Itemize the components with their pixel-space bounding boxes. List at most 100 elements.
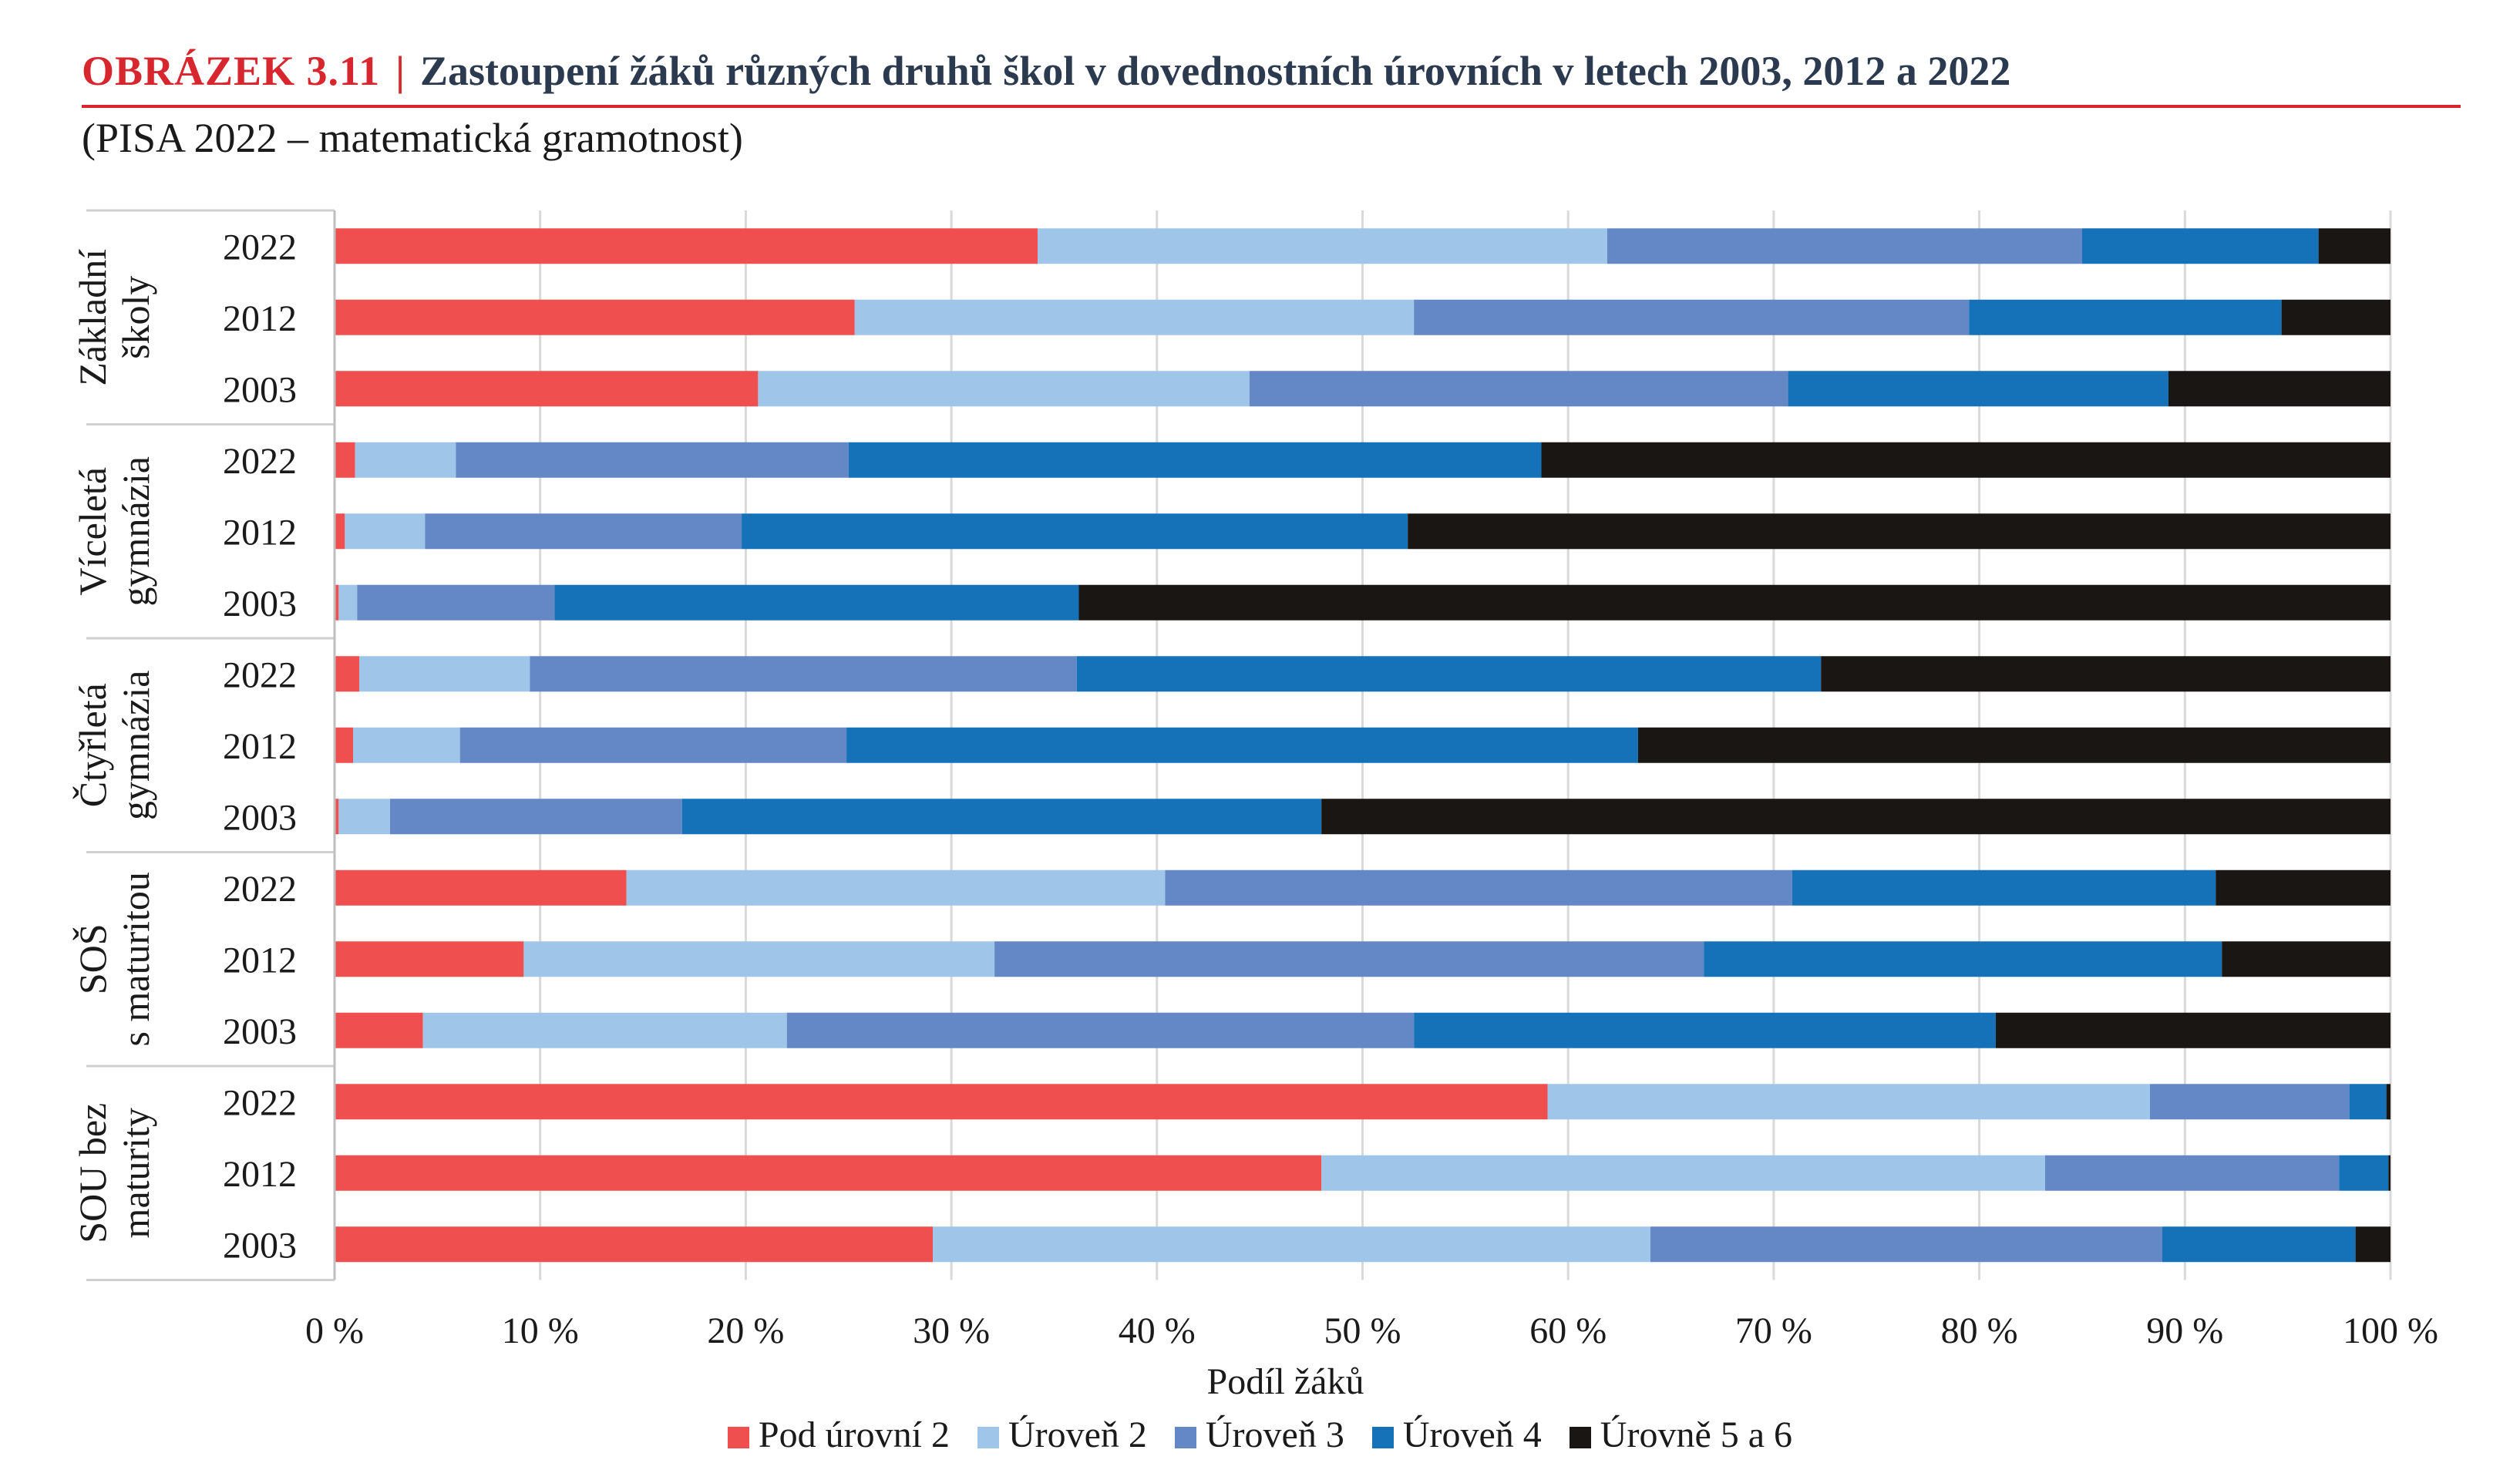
bar-segment xyxy=(335,371,759,407)
year-tick-label: 2003 xyxy=(223,1225,297,1266)
legend-label: Pod úrovní 2 xyxy=(758,1414,950,1456)
bar-segment xyxy=(681,799,1322,835)
bar-segment xyxy=(1704,941,2222,977)
figure-subtitle: (PISA 2022 – matematická gramotnost) xyxy=(82,115,743,161)
figure-title: Zastoupení žáků různých druhů škol v dov… xyxy=(419,48,2011,94)
x-tick-label: 90 % xyxy=(2146,1310,2223,1351)
bar-segment xyxy=(1995,1012,2390,1048)
bar-segment xyxy=(335,727,354,763)
bar-segment xyxy=(1541,442,2390,478)
year-tick-label: 2012 xyxy=(223,940,297,980)
bar-segment xyxy=(2216,870,2390,906)
figure-label: OBRÁZEK 3.11 xyxy=(82,48,381,94)
year-tick-label: 2003 xyxy=(223,584,297,624)
bar-segment xyxy=(390,799,682,835)
group-label: maturity xyxy=(114,1108,157,1238)
bar-segment xyxy=(626,870,1166,906)
figure-title-line: OBRÁZEK 3.11 | Zastoupení žáků různých dru… xyxy=(82,40,2461,102)
x-axis-label: Podíl žáků xyxy=(1207,1361,1364,1402)
group-label: Víceletá xyxy=(71,467,114,596)
year-tick-label: 2012 xyxy=(223,1154,297,1195)
year-tick-label: 2012 xyxy=(223,512,297,553)
bar-segment xyxy=(848,442,1542,478)
x-tick-label: 80 % xyxy=(1941,1310,2018,1351)
legend-item: Úrovně 5 a 6 xyxy=(1569,1414,1792,1456)
bar-segment xyxy=(338,584,358,621)
bar-segment xyxy=(459,727,847,763)
bar-segment xyxy=(1821,656,2390,692)
bar-segment xyxy=(335,513,345,550)
title-rule xyxy=(82,105,2461,108)
legend-swatch xyxy=(1371,1427,1394,1449)
bar-segment xyxy=(335,1084,1548,1120)
bar-segment xyxy=(335,1155,1322,1191)
bar-segment xyxy=(357,584,555,621)
bar-segment xyxy=(2168,371,2390,407)
bar-segment xyxy=(335,1012,423,1048)
bar-segment xyxy=(854,299,1415,335)
year-tick-label: 2003 xyxy=(223,369,297,410)
bar-segment xyxy=(1078,584,2390,621)
x-tick-label: 20 % xyxy=(707,1310,784,1351)
group-label: školy xyxy=(114,276,157,359)
x-tick-label: 10 % xyxy=(502,1310,579,1351)
x-tick-label: 40 % xyxy=(1119,1310,1196,1351)
legend-swatch xyxy=(1174,1427,1196,1449)
bar-segment xyxy=(335,656,360,692)
year-tick-label: 2003 xyxy=(223,1011,297,1052)
group-label: SOU bez xyxy=(71,1103,114,1243)
bar-segment xyxy=(1165,870,1792,906)
group-label: Čtyřletá xyxy=(71,683,114,807)
x-tick-label: 100 % xyxy=(2343,1310,2438,1351)
bar-segment xyxy=(335,442,355,478)
bar-segment xyxy=(335,228,1038,264)
year-tick-label: 2022 xyxy=(223,227,297,267)
bar-segment xyxy=(422,1012,787,1048)
bar-segment xyxy=(1321,1155,2045,1191)
bar-segment xyxy=(1547,1084,2150,1120)
bar-segment xyxy=(425,513,742,550)
bar-segment xyxy=(355,442,456,478)
bar-segment xyxy=(2318,228,2390,264)
bar-segment xyxy=(335,870,627,906)
bar-segment xyxy=(345,513,426,550)
group-label: s maturitou xyxy=(114,872,157,1046)
bar-segment xyxy=(1414,1012,1996,1048)
bar-segment xyxy=(523,941,995,977)
bar-segment xyxy=(2149,1084,2350,1120)
bar-segment xyxy=(353,727,460,763)
bar-segment xyxy=(1408,513,2390,550)
bar-segment xyxy=(1969,299,2282,335)
year-tick-label: 2022 xyxy=(223,654,297,695)
year-tick-label: 2022 xyxy=(223,869,297,910)
bar-segment xyxy=(2281,299,2390,335)
bar-segment xyxy=(2355,1226,2390,1263)
bar-segment xyxy=(1637,727,2390,763)
legend-swatch xyxy=(727,1427,749,1449)
bar-segment xyxy=(742,513,1408,550)
bar-segment xyxy=(1414,299,1970,335)
bar-segment xyxy=(335,584,339,621)
bar-segment xyxy=(1788,371,2168,407)
bar-segment xyxy=(335,1226,934,1263)
bar-segment xyxy=(786,1012,1415,1048)
bar-segment xyxy=(1607,228,2082,264)
bar-segment xyxy=(2162,1226,2356,1263)
legend-label: Úroveň 4 xyxy=(1402,1414,1542,1456)
x-tick-label: 70 % xyxy=(1735,1310,1812,1351)
bar-segment xyxy=(2388,1155,2390,1191)
group-label: gymnázia xyxy=(114,456,157,606)
bar-segment xyxy=(338,799,391,835)
bar-segment xyxy=(530,656,1077,692)
bar-segment xyxy=(2044,1155,2340,1191)
year-tick-label: 2012 xyxy=(223,726,297,767)
legend-swatch xyxy=(1569,1427,1591,1449)
group-label: gymnázia xyxy=(114,671,157,820)
bar-segment xyxy=(2081,228,2319,264)
year-tick-label: 2022 xyxy=(223,441,297,482)
bar-segment xyxy=(1076,656,1822,692)
bar-segment xyxy=(335,799,339,835)
x-tick-label: 30 % xyxy=(913,1310,990,1351)
bar-segment xyxy=(554,584,1079,621)
